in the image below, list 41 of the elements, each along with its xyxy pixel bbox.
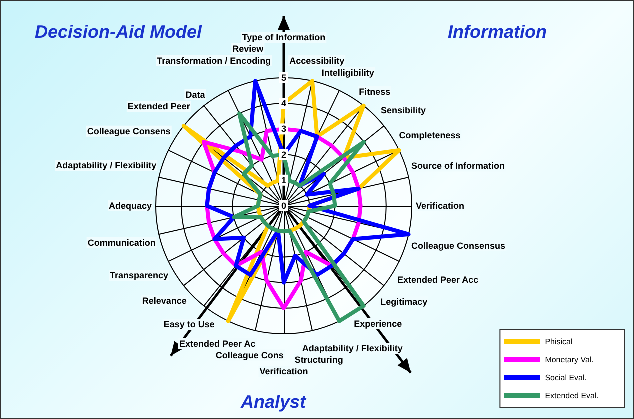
y-tick-label: 4 — [281, 98, 287, 109]
spoke-label: Extended Peer — [128, 101, 191, 112]
y-tick-label: 3 — [281, 124, 287, 134]
spoke-label: Extended Peer Acc — [397, 275, 479, 286]
spoke-label: Communication — [88, 238, 156, 248]
spoke-label: Colleague Consensus — [412, 240, 506, 251]
spoke-label: Adaptability / Flexibility — [302, 344, 403, 354]
spoke-label: Colleague Consens — [87, 126, 171, 136]
spoke-label: Easy to Use — [164, 320, 215, 330]
spoke-label: Verification — [416, 201, 465, 211]
spoke-label: Transparency — [110, 270, 169, 281]
spoke-label: Fitness — [359, 87, 391, 98]
text: Analyst — [240, 392, 308, 412]
spoke-label: Experience — [354, 318, 402, 329]
spoke-label: Intelligibility — [322, 68, 374, 78]
spoke-label: Transformation / Encoding — [157, 56, 272, 66]
spoke-label: Review — [232, 44, 265, 54]
spoke-label: Relevance — [142, 296, 187, 306]
spoke-label: Colleague Cons — [216, 350, 284, 360]
spoke-label: Completeness — [399, 130, 461, 141]
spoke-label: Data — [186, 90, 206, 100]
spoke-label: Sensibility — [380, 106, 426, 116]
y-tick-label: 0 — [281, 201, 287, 211]
spoke-label: Structuring — [294, 355, 344, 366]
y-tick-label: 2 — [281, 150, 287, 160]
legend-label: Extended Eval. — [545, 392, 599, 400]
y-tick-label: 5 — [281, 73, 287, 83]
legend-label: Social Eval. — [545, 374, 587, 382]
spoke-label: Source of Information — [412, 161, 506, 172]
legend-label: Monetary Val. — [545, 356, 594, 364]
legend-label: Phisical — [545, 338, 573, 346]
spoke-label: Verification — [260, 366, 308, 376]
spoke-label: Adequacy — [108, 201, 152, 211]
spoke-label: Extended Peer Ac — [180, 338, 256, 349]
spoke-label: Legitimacy — [380, 296, 428, 307]
spoke-label: Accessibility — [290, 56, 345, 66]
text: Information — [448, 22, 547, 42]
spoke-label: Adaptability / Flexibility — [56, 160, 157, 170]
y-tick-label: 1 — [281, 175, 287, 186]
spoke-label: Type of Information — [242, 32, 326, 42]
text: Decision-Aid Model — [35, 22, 204, 42]
